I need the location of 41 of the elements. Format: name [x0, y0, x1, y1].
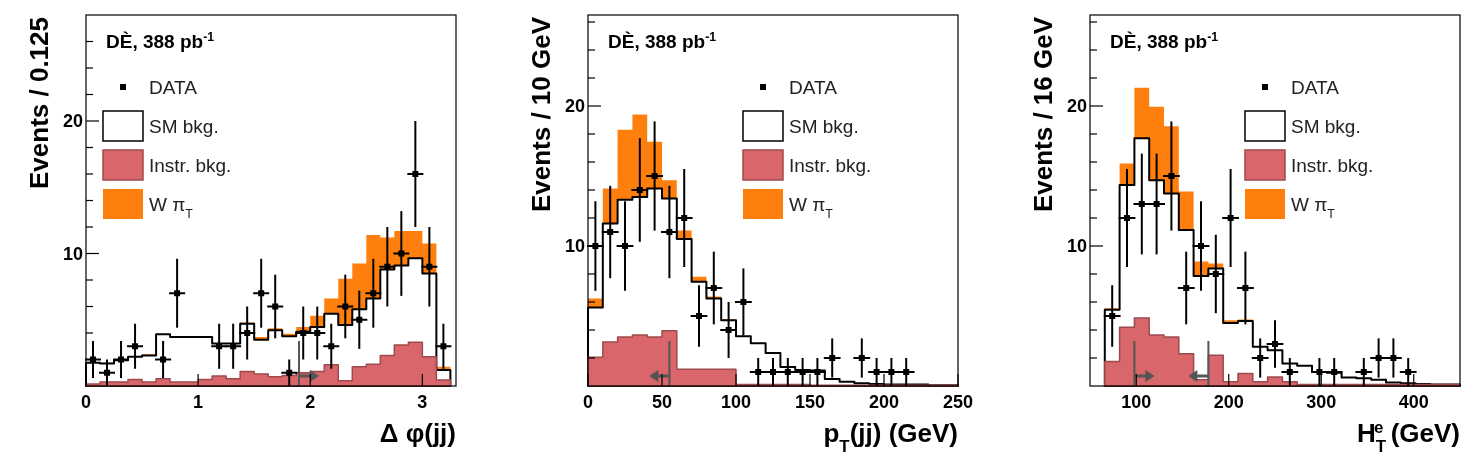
y-tick-label: 20: [62, 111, 83, 132]
legend-label: DATA: [149, 77, 198, 98]
x-tick-label: 150: [794, 392, 826, 412]
legend-label: W π$_{T}$: [789, 194, 834, 221]
x-axis-title: p$_{T}$(jj) (GeV): [823, 418, 958, 456]
x-tick-label: 200: [1213, 392, 1244, 412]
legend-label: Instr. bkg.: [149, 155, 232, 176]
legend-label: DATA: [789, 77, 838, 98]
annotation: DÈ, 388 pb$^{-1}$: [1110, 30, 1219, 52]
legend-label: SM bkg.: [149, 116, 219, 137]
legend-label: SM bkg.: [789, 116, 859, 137]
y-tick-label: 10: [564, 236, 585, 257]
legend-label: SM bkg.: [1291, 116, 1361, 137]
x-tick-label: 0: [80, 392, 92, 412]
legend-label: Instr. bkg.: [789, 155, 872, 176]
x-tick-label: 200: [868, 392, 900, 412]
x-tick-label: 50: [651, 392, 673, 412]
annotation: DÈ, 388 pb$^{-1}$: [608, 30, 717, 52]
annotation: DÈ, 388 pb$^{-1}$: [106, 30, 215, 52]
legend-label: Instr. bkg.: [1291, 155, 1374, 176]
x-axis-title: H$_{T}$$^{e}$ (GeV): [1357, 417, 1460, 456]
legend-label: DATA: [1291, 77, 1340, 98]
legend-label: W π$_{T}$: [1291, 194, 1336, 221]
legend-label: W π$_{T}$: [149, 194, 194, 221]
x-axis-title: Δ φ(jj): [379, 418, 456, 448]
x-tick-label: 2: [305, 392, 316, 412]
y-axis-title: Events / 16 GeV: [1028, 16, 1058, 213]
x-tick-label: 1: [193, 392, 204, 412]
y-axis-title: Events / 10 GeV: [526, 16, 556, 213]
x-tick-label: 0: [582, 392, 594, 412]
y-axis-title: Events / 0.125: [24, 17, 54, 189]
y-tick-label: 20: [1066, 96, 1087, 117]
y-tick-label: 10: [62, 243, 83, 264]
y-tick-label: 20: [564, 96, 585, 117]
x-tick-label: 100: [1121, 392, 1152, 412]
x-tick-label: 300: [1306, 392, 1337, 412]
x-tick-label: 250: [942, 392, 974, 412]
y-tick-label: 10: [1066, 236, 1087, 257]
x-tick-label: 100: [720, 392, 752, 412]
x-tick-label: 3: [417, 392, 428, 412]
x-tick-label: 400: [1398, 392, 1429, 412]
